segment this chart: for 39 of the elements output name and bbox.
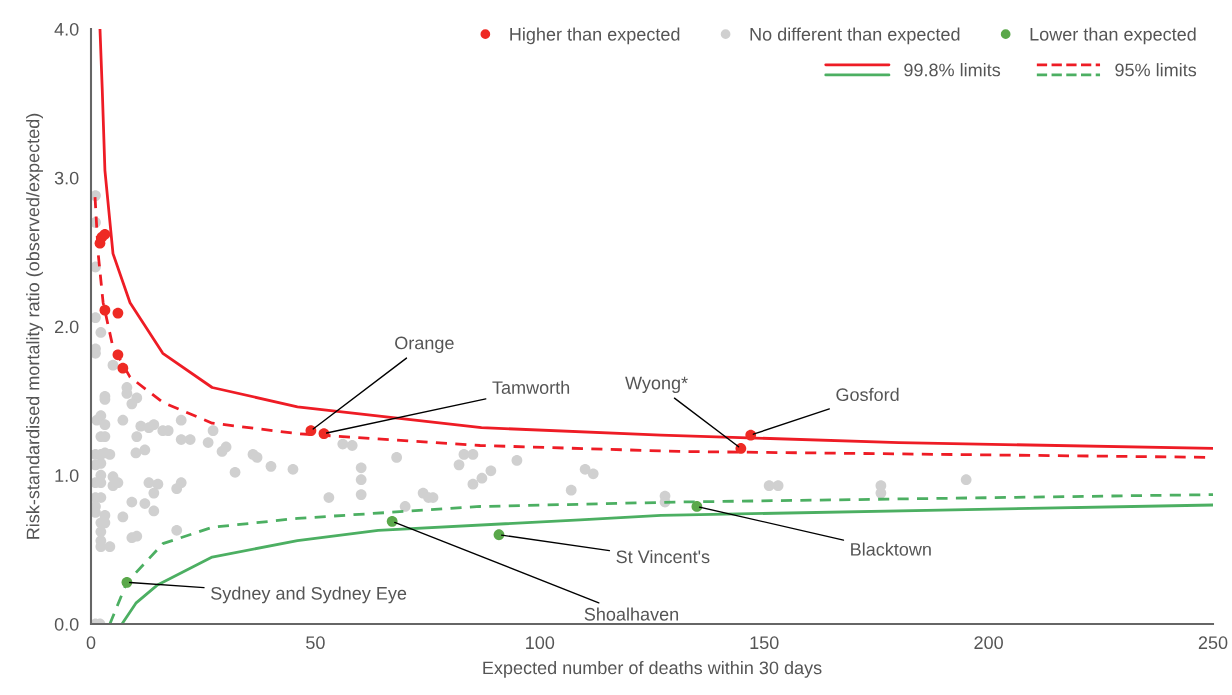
annotation: Wyong* [625, 376, 688, 393]
y-tick-label: 2.0 [55, 320, 79, 334]
line-series [98, 29, 1213, 450]
x-tick-label: 0 [86, 636, 96, 650]
y-tick-label: 4.0 [54, 22, 79, 36]
x-tick-label: 150 [750, 636, 779, 650]
x-tick-label: 250 [1198, 636, 1228, 650]
point [735, 443, 747, 454]
annotation: Shoalhaven [584, 607, 679, 621]
point [117, 362, 129, 374]
y-tick-label: 3.0 [54, 171, 79, 185]
y-tick-label: 0.0 [54, 617, 79, 631]
point [318, 428, 330, 439]
legend-label: No different than expected [750, 27, 960, 45]
point [691, 501, 703, 512]
point [99, 304, 111, 316]
legend-label: Lower than expected [1030, 27, 1196, 45]
x-tick-label: 50 [306, 636, 325, 650]
point [305, 425, 317, 436]
point [112, 307, 124, 319]
annotation: St Vincent's [616, 549, 710, 564]
annotation: Orange [395, 336, 454, 353]
annotation: Gosford [836, 387, 899, 402]
y-axis-title: Risk-standardised mortality ratio (observed/expected) [26, 113, 43, 539]
legend-label: 95% limits [1115, 63, 1197, 77]
point [493, 529, 505, 541]
legend-label: 99.8% limits [904, 63, 1001, 77]
x-tick-label: 200 [974, 636, 1003, 650]
y-tick-label: 1.0 [55, 469, 79, 482]
x-tick-label: 100 [526, 636, 555, 650]
annotation: Tamworth [492, 380, 570, 394]
point [112, 349, 124, 361]
point [121, 576, 133, 588]
annotation: Blacktown [851, 542, 931, 556]
annotation: Sydney and Sydney Eye [211, 586, 407, 604]
point [386, 515, 398, 527]
point [745, 429, 757, 441]
legend-label: Higher than expected [510, 27, 680, 45]
x-axis-title: Expected number of deaths within 30 days [483, 660, 822, 678]
